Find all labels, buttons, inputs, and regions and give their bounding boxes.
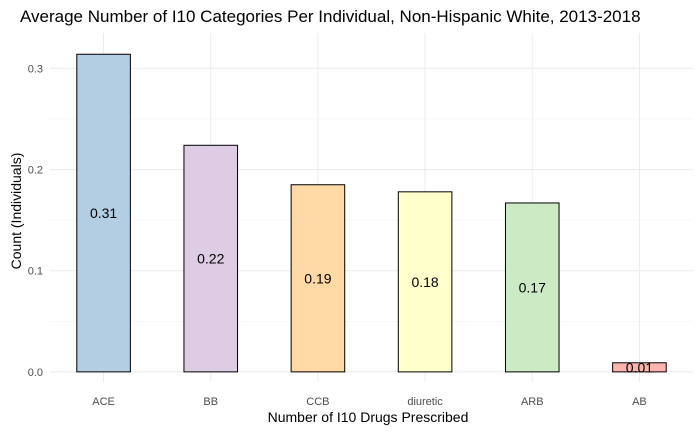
y-axis-ticks: 0.0 0.1 0.2 0.3 <box>28 63 43 378</box>
data-label-ab: 0.01 <box>626 359 653 375</box>
x-tick-label: ACE <box>92 396 115 408</box>
grid <box>50 33 693 382</box>
y-tick-label: 0.2 <box>28 165 43 177</box>
y-tick-label: 0.0 <box>28 367 43 379</box>
bar-ace <box>76 53 131 373</box>
y-tick-label: 0.1 <box>28 266 43 278</box>
bar-diuretic <box>397 191 453 373</box>
x-tick-label: AB <box>632 396 647 408</box>
data-label-diuretic: 0.18 <box>411 274 438 290</box>
data-label-ace: 0.31 <box>90 205 117 221</box>
x-tick-label: diuretic <box>407 396 443 408</box>
x-axis-label: Number of I10 Drugs Prescribed <box>268 409 469 425</box>
chart-title: Average Number of I10 Categories Per Ind… <box>20 7 641 26</box>
x-axis-ticks: ACE BB CCB diuretic ARB AB <box>92 396 646 408</box>
x-tick-label: ARB <box>521 396 544 408</box>
y-tick-label: 0.3 <box>28 63 43 75</box>
data-label-ccb: 0.19 <box>304 270 331 286</box>
x-tick-label: BB <box>203 396 218 408</box>
bar-bb <box>183 144 239 373</box>
bar-arb <box>504 202 560 373</box>
x-tick-label: CCB <box>306 396 329 408</box>
data-label-bb: 0.22 <box>197 251 224 267</box>
bar-ccb <box>290 184 346 373</box>
data-label-arb: 0.17 <box>519 279 546 295</box>
bar-ab <box>612 362 667 373</box>
bars <box>76 53 667 373</box>
y-axis-label: Count (Individuals) <box>8 153 24 270</box>
data-labels: 0.31 0.22 0.19 0.18 0.17 0.01 <box>90 205 653 375</box>
